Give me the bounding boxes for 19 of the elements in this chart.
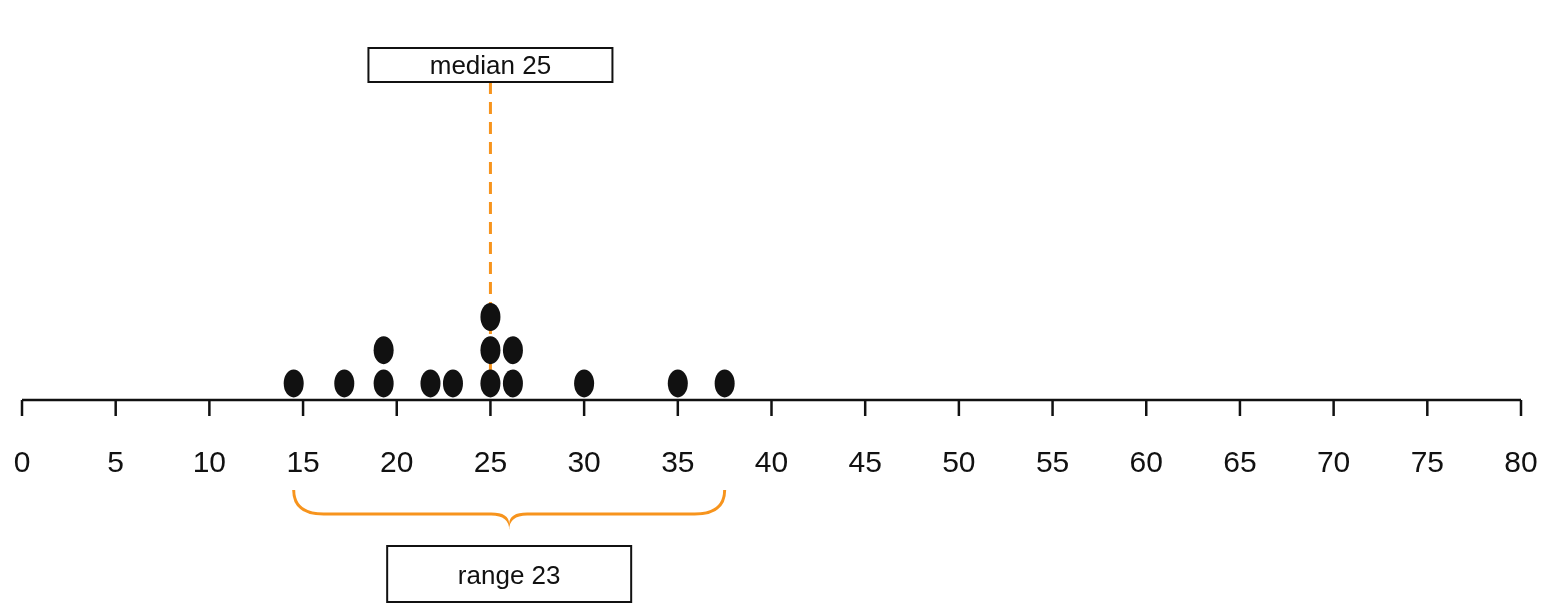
x-tick-label: 15 — [286, 445, 320, 478]
x-tick-label: 0 — [13, 445, 31, 478]
x-tick-label: 50 — [942, 445, 976, 478]
x-tick-label: 10 — [192, 445, 227, 478]
x-tick-label: 80 — [1504, 445, 1538, 478]
x-tick-label: 5 — [107, 445, 125, 478]
x-tick-label: 70 — [1316, 445, 1351, 478]
x-tick-label: 65 — [1223, 445, 1257, 478]
x-tick-label: 25 — [473, 445, 508, 478]
ref-line-label: median 25 — [429, 50, 552, 80]
x-tick-label: 20 — [380, 445, 414, 478]
x-tick-label: 60 — [1129, 445, 1163, 478]
x-tick-label: 55 — [1035, 445, 1070, 478]
text: range 23 — [457, 560, 561, 590]
x-tick-label: 40 — [754, 445, 789, 478]
x-tick-label: 75 — [1410, 445, 1444, 478]
x-tick-label: 30 — [567, 445, 601, 478]
x-tick-label: 45 — [848, 445, 882, 478]
x-tick-label: 35 — [661, 445, 695, 478]
